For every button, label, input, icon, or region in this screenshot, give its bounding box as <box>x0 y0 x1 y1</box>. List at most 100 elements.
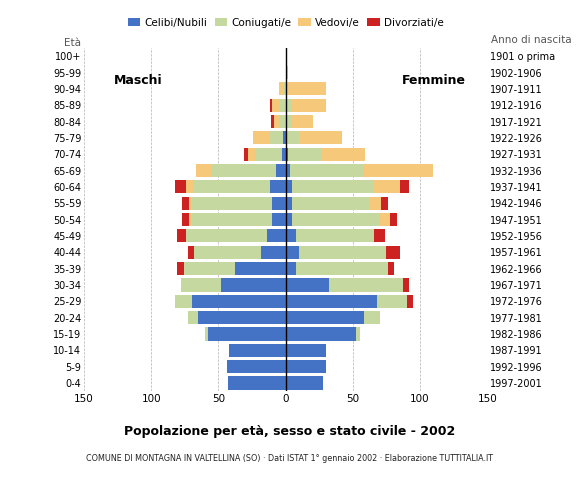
Bar <box>374 229 385 242</box>
Bar <box>285 115 292 128</box>
Bar <box>187 311 198 324</box>
Bar <box>195 164 212 177</box>
Bar <box>400 180 409 193</box>
Bar <box>267 229 285 242</box>
Bar <box>244 148 248 161</box>
Bar <box>177 262 183 275</box>
Bar <box>285 246 299 259</box>
Bar <box>285 180 292 193</box>
Bar <box>288 148 322 161</box>
Bar <box>285 197 292 210</box>
Bar <box>189 197 191 210</box>
Bar <box>285 376 323 390</box>
Bar <box>255 148 282 161</box>
Bar <box>208 327 285 340</box>
Bar <box>299 132 342 144</box>
Bar <box>285 344 326 357</box>
Bar <box>194 246 262 259</box>
Bar <box>229 344 285 357</box>
Bar <box>285 295 377 308</box>
Legend: Celibi/Nubili, Coniugati/e, Vedovi/e, Divorziati/e: Celibi/Nubili, Coniugati/e, Vedovi/e, Di… <box>124 14 448 32</box>
Bar <box>272 197 285 210</box>
Bar <box>272 213 285 226</box>
Bar <box>373 180 400 193</box>
Bar <box>212 164 276 177</box>
Bar <box>380 213 390 226</box>
Bar <box>177 229 186 242</box>
Text: Popolazione per età, sesso e stato civile - 2002: Popolazione per età, sesso e stato civil… <box>124 425 456 438</box>
Bar <box>407 295 414 308</box>
Bar <box>285 262 296 275</box>
Bar <box>285 360 326 373</box>
Bar <box>193 180 270 193</box>
Bar <box>390 213 397 226</box>
Bar <box>370 197 381 210</box>
Text: Anno di nascita: Anno di nascita <box>491 35 572 45</box>
Bar <box>329 278 403 291</box>
Bar <box>270 132 283 144</box>
Bar <box>285 99 292 112</box>
Bar <box>183 262 234 275</box>
Bar <box>187 246 194 259</box>
Bar <box>292 213 380 226</box>
Bar <box>292 99 326 112</box>
Bar <box>285 278 329 291</box>
Text: Età: Età <box>64 38 81 48</box>
Text: Maschi: Maschi <box>114 74 162 87</box>
Bar <box>271 115 274 128</box>
Bar <box>296 262 388 275</box>
Bar <box>276 164 285 177</box>
Bar <box>262 246 285 259</box>
Bar <box>292 180 373 193</box>
Bar <box>227 360 285 373</box>
Bar <box>292 197 370 210</box>
Bar <box>234 262 285 275</box>
Bar <box>285 132 299 144</box>
Bar <box>356 327 360 340</box>
Bar <box>285 66 288 79</box>
Bar <box>189 213 191 226</box>
Bar <box>191 197 272 210</box>
Bar <box>388 262 394 275</box>
Bar <box>182 197 189 210</box>
Bar <box>279 83 283 96</box>
Bar <box>289 164 364 177</box>
Bar <box>181 278 221 291</box>
Bar <box>377 295 407 308</box>
Bar <box>176 295 191 308</box>
Bar <box>282 148 285 161</box>
Bar <box>285 229 296 242</box>
Bar <box>292 115 313 128</box>
Bar <box>182 213 189 226</box>
Bar <box>176 180 186 193</box>
Bar <box>205 327 208 340</box>
Bar <box>270 180 285 193</box>
Text: Femmine: Femmine <box>401 74 466 87</box>
Bar <box>198 311 285 324</box>
Bar <box>285 311 364 324</box>
Bar <box>191 295 285 308</box>
Bar <box>270 99 272 112</box>
Bar <box>285 83 326 96</box>
Text: COMUNE DI MONTAGNA IN VALTELLINA (SO) · Dati ISTAT 1° gennaio 2002 · Elaborazion: COMUNE DI MONTAGNA IN VALTELLINA (SO) · … <box>86 454 494 463</box>
Bar <box>221 278 285 291</box>
Bar <box>322 148 365 161</box>
Bar <box>186 180 193 193</box>
Bar <box>283 83 285 96</box>
Bar <box>279 115 285 128</box>
Bar <box>280 99 285 112</box>
Bar <box>403 278 409 291</box>
Bar <box>248 148 255 161</box>
Bar <box>186 229 267 242</box>
Bar <box>253 132 270 144</box>
Bar <box>364 164 433 177</box>
Bar <box>191 213 272 226</box>
Bar <box>285 164 289 177</box>
Bar <box>285 327 356 340</box>
Bar <box>272 99 280 112</box>
Bar <box>296 229 374 242</box>
Bar <box>299 246 386 259</box>
Bar <box>364 311 380 324</box>
Bar <box>228 376 285 390</box>
Bar <box>386 246 400 259</box>
